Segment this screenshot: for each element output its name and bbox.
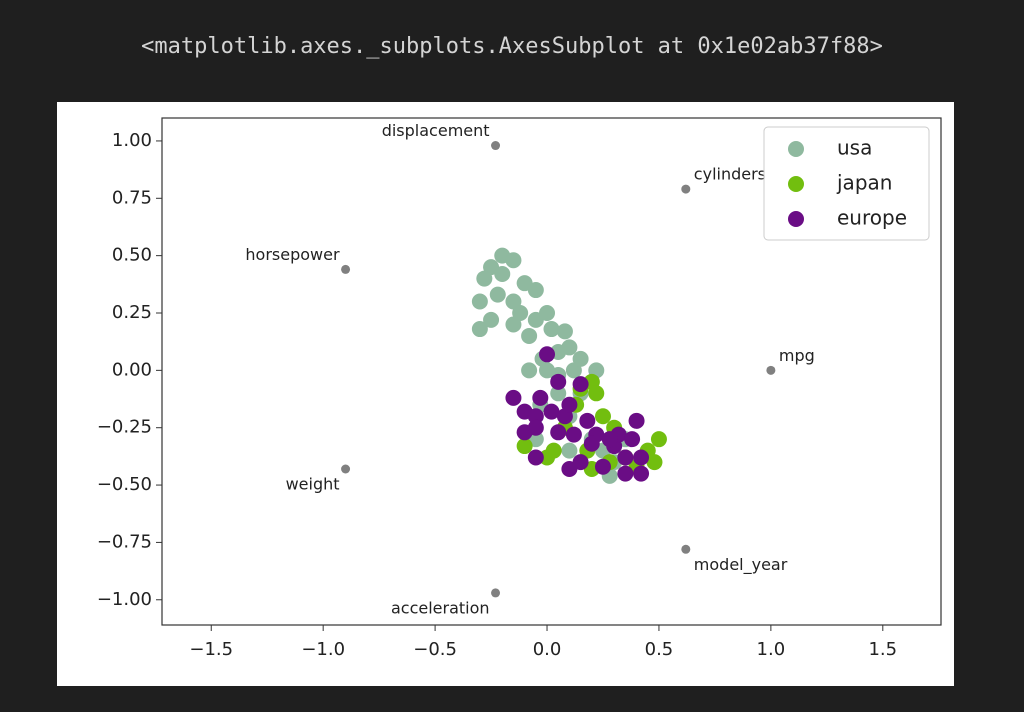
point <box>494 266 511 282</box>
anchor-point <box>681 544 691 554</box>
point <box>594 408 611 425</box>
x-tick-label: −1.0 <box>301 639 345 660</box>
point <box>556 323 573 340</box>
point <box>521 362 538 379</box>
x-tick-label: −1.5 <box>189 639 233 660</box>
y-tick-label: 0.00 <box>112 359 152 380</box>
point <box>550 373 567 390</box>
y-tick-label: −0.75 <box>97 531 152 552</box>
y-tick-label: −1.00 <box>97 589 152 610</box>
x-tick-label: −0.5 <box>413 639 457 660</box>
anchor-label: model_year <box>694 555 788 575</box>
x-tick-label: 0.0 <box>533 639 562 660</box>
point <box>539 305 556 321</box>
anchor-label: displacement <box>382 121 490 140</box>
point <box>476 270 493 287</box>
anchor-label: cylinders <box>694 165 766 184</box>
point <box>527 282 544 299</box>
legend-label: usa <box>837 136 872 160</box>
point <box>471 293 488 310</box>
output-label: <matplotlib.axes._subplots.AxesSubplot a… <box>141 34 883 59</box>
anchor-label: horsepower <box>245 245 340 264</box>
point <box>545 442 562 459</box>
anchor-point <box>341 264 351 274</box>
point <box>527 419 544 436</box>
point <box>583 435 600 452</box>
anchor-point <box>341 464 351 474</box>
point <box>650 431 667 448</box>
point <box>521 327 538 344</box>
point <box>617 449 634 466</box>
anchor-label: mpg <box>779 346 815 365</box>
point <box>572 350 589 367</box>
point <box>527 408 544 425</box>
point <box>561 461 578 477</box>
point <box>594 458 611 475</box>
point <box>550 424 567 441</box>
y-tick-label: −0.50 <box>97 474 152 495</box>
y-tick-label: 0.75 <box>112 187 152 208</box>
anchor-label: weight <box>286 475 340 494</box>
point <box>516 438 533 455</box>
chart: −1.5 −1.0 −0.5 0.0 0.5 1.0 1.5 1.00 0.75 0.50 0.25… <box>57 102 954 686</box>
point <box>579 412 596 429</box>
y-tick-label: −0.25 <box>97 417 152 438</box>
point <box>471 321 488 338</box>
point <box>561 396 578 413</box>
point <box>527 449 544 466</box>
legend-label: japan <box>836 171 892 195</box>
legend-marker <box>788 141 804 157</box>
point <box>624 431 641 448</box>
point <box>633 465 650 482</box>
point <box>628 412 645 429</box>
point <box>601 431 618 448</box>
point <box>561 339 578 356</box>
anchor-point <box>681 184 691 194</box>
point <box>633 449 650 466</box>
point <box>572 376 589 393</box>
point <box>505 316 522 333</box>
legend-box <box>763 126 930 241</box>
plot-frame <box>161 117 942 626</box>
anchor-point <box>491 141 501 151</box>
x-tick-label: 1.0 <box>757 639 786 660</box>
point <box>543 321 560 338</box>
point <box>489 286 506 303</box>
point <box>483 311 500 328</box>
point <box>561 442 578 459</box>
x-tick-label: 1.5 <box>868 639 897 660</box>
y-tick-label: 0.25 <box>112 302 152 323</box>
point <box>617 465 634 482</box>
anchor-point <box>766 365 776 375</box>
x-tick-label: 0.5 <box>645 639 674 660</box>
point <box>565 426 582 443</box>
anchor-point <box>491 588 501 598</box>
point <box>588 385 605 402</box>
anchor-label: acceleration <box>391 598 490 617</box>
y-tick-label: 0.50 <box>112 245 152 266</box>
point <box>550 385 567 402</box>
point <box>505 389 522 406</box>
point <box>543 403 560 420</box>
legend-marker <box>788 211 804 227</box>
legend-label: europe <box>837 206 907 230</box>
point <box>505 252 522 269</box>
point <box>532 389 549 406</box>
point <box>646 454 663 471</box>
y-tick-label: 1.00 <box>112 130 152 151</box>
point <box>539 346 556 363</box>
legend-marker <box>788 176 804 192</box>
